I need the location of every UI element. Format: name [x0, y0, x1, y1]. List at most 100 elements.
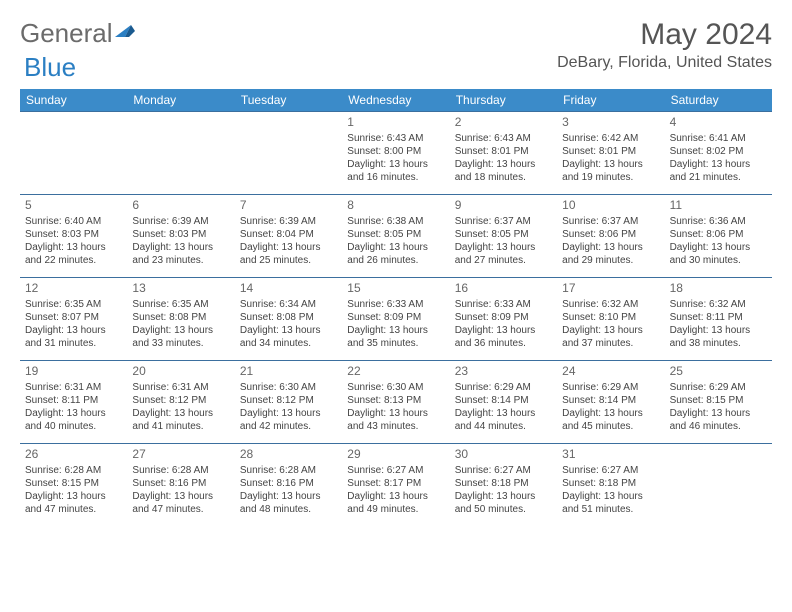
- day-number: 8: [347, 198, 444, 214]
- day-cell: 4Sunrise: 6:41 AMSunset: 8:02 PMDaylight…: [665, 112, 772, 194]
- day-info-line: Sunset: 8:09 PM: [347, 311, 444, 324]
- day-number: 30: [455, 447, 552, 463]
- day-info-line: and 50 minutes.: [455, 503, 552, 516]
- day-info-line: and 18 minutes.: [455, 171, 552, 184]
- day-info-line: Sunrise: 6:27 AM: [347, 464, 444, 477]
- day-number: 19: [25, 364, 122, 380]
- day-number: 20: [132, 364, 229, 380]
- day-info-line: Sunrise: 6:28 AM: [132, 464, 229, 477]
- day-info-line: Sunset: 8:07 PM: [25, 311, 122, 324]
- day-info-line: and 19 minutes.: [562, 171, 659, 184]
- day-cell: 17Sunrise: 6:32 AMSunset: 8:10 PMDayligh…: [557, 278, 664, 360]
- day-info-line: Daylight: 13 hours: [347, 241, 444, 254]
- day-info-line: Sunset: 8:14 PM: [562, 394, 659, 407]
- day-info-line: Sunset: 8:06 PM: [562, 228, 659, 241]
- week-row: 19Sunrise: 6:31 AMSunset: 8:11 PMDayligh…: [20, 360, 772, 443]
- weekday-tue: Tuesday: [235, 89, 342, 111]
- day-number: 28: [240, 447, 337, 463]
- day-info-line: Daylight: 13 hours: [240, 324, 337, 337]
- day-info-line: Daylight: 13 hours: [347, 158, 444, 171]
- day-number: 16: [455, 281, 552, 297]
- day-info-line: and 26 minutes.: [347, 254, 444, 267]
- day-cell: 19Sunrise: 6:31 AMSunset: 8:11 PMDayligh…: [20, 361, 127, 443]
- day-info-line: Sunrise: 6:29 AM: [562, 381, 659, 394]
- day-number: 17: [562, 281, 659, 297]
- day-cell: 6Sunrise: 6:39 AMSunset: 8:03 PMDaylight…: [127, 195, 234, 277]
- day-number: 14: [240, 281, 337, 297]
- day-cell: 8Sunrise: 6:38 AMSunset: 8:05 PMDaylight…: [342, 195, 449, 277]
- day-info-line: Daylight: 13 hours: [132, 241, 229, 254]
- day-info-line: Sunset: 8:03 PM: [132, 228, 229, 241]
- day-info-line: Sunrise: 6:29 AM: [670, 381, 767, 394]
- day-info-line: and 41 minutes.: [132, 420, 229, 433]
- day-cell: 12Sunrise: 6:35 AMSunset: 8:07 PMDayligh…: [20, 278, 127, 360]
- day-info-line: and 46 minutes.: [670, 420, 767, 433]
- logo: General: [20, 18, 139, 49]
- day-info-line: Daylight: 13 hours: [347, 407, 444, 420]
- day-info-line: and 44 minutes.: [455, 420, 552, 433]
- day-cell: 11Sunrise: 6:36 AMSunset: 8:06 PMDayligh…: [665, 195, 772, 277]
- day-info-line: and 16 minutes.: [347, 171, 444, 184]
- logo-text-1: General: [20, 18, 113, 49]
- day-info-line: Sunset: 8:02 PM: [670, 145, 767, 158]
- logo-text-2: Blue: [24, 52, 76, 83]
- day-info-line: Sunrise: 6:38 AM: [347, 215, 444, 228]
- day-info-line: Sunrise: 6:30 AM: [347, 381, 444, 394]
- day-info-line: and 48 minutes.: [240, 503, 337, 516]
- day-cell: 3Sunrise: 6:42 AMSunset: 8:01 PMDaylight…: [557, 112, 664, 194]
- day-info-line: Sunset: 8:06 PM: [670, 228, 767, 241]
- day-info-line: and 21 minutes.: [670, 171, 767, 184]
- day-info-line: and 40 minutes.: [25, 420, 122, 433]
- day-info-line: Sunrise: 6:32 AM: [670, 298, 767, 311]
- day-info-line: and 42 minutes.: [240, 420, 337, 433]
- day-info-line: Sunrise: 6:42 AM: [562, 132, 659, 145]
- day-info-line: Sunrise: 6:34 AM: [240, 298, 337, 311]
- day-info-line: and 34 minutes.: [240, 337, 337, 350]
- day-info-line: Sunset: 8:17 PM: [347, 477, 444, 490]
- day-info-line: Daylight: 13 hours: [562, 241, 659, 254]
- day-info-line: and 33 minutes.: [132, 337, 229, 350]
- day-cell: 29Sunrise: 6:27 AMSunset: 8:17 PMDayligh…: [342, 444, 449, 526]
- day-cell: [20, 112, 127, 194]
- calendar: Sunday Monday Tuesday Wednesday Thursday…: [20, 89, 772, 526]
- day-info-line: Daylight: 13 hours: [455, 324, 552, 337]
- day-info-line: Sunrise: 6:27 AM: [455, 464, 552, 477]
- day-info-line: Sunset: 8:08 PM: [132, 311, 229, 324]
- day-cell: 2Sunrise: 6:43 AMSunset: 8:01 PMDaylight…: [450, 112, 557, 194]
- day-info-line: Daylight: 13 hours: [25, 490, 122, 503]
- day-info-line: Daylight: 13 hours: [670, 241, 767, 254]
- day-info-line: Sunset: 8:15 PM: [670, 394, 767, 407]
- title-block: May 2024 DeBary, Florida, United States: [557, 18, 772, 72]
- day-info-line: Sunrise: 6:43 AM: [455, 132, 552, 145]
- day-number: 29: [347, 447, 444, 463]
- day-info-line: Daylight: 13 hours: [670, 324, 767, 337]
- day-number: 23: [455, 364, 552, 380]
- day-cell: 1Sunrise: 6:43 AMSunset: 8:00 PMDaylight…: [342, 112, 449, 194]
- weekday-sat: Saturday: [665, 89, 772, 111]
- flag-icon: [115, 21, 137, 46]
- month-title: May 2024: [557, 18, 772, 52]
- day-info-line: and 43 minutes.: [347, 420, 444, 433]
- day-info-line: Sunrise: 6:33 AM: [347, 298, 444, 311]
- day-info-line: and 23 minutes.: [132, 254, 229, 267]
- day-info-line: and 27 minutes.: [455, 254, 552, 267]
- day-info-line: Sunrise: 6:37 AM: [562, 215, 659, 228]
- day-info-line: Daylight: 13 hours: [25, 324, 122, 337]
- day-info-line: Sunset: 8:12 PM: [132, 394, 229, 407]
- day-info-line: Sunrise: 6:28 AM: [25, 464, 122, 477]
- weekday-thu: Thursday: [450, 89, 557, 111]
- day-info-line: Sunrise: 6:35 AM: [132, 298, 229, 311]
- day-info-line: Sunset: 8:18 PM: [562, 477, 659, 490]
- day-info-line: Daylight: 13 hours: [670, 407, 767, 420]
- day-info-line: Sunset: 8:01 PM: [455, 145, 552, 158]
- day-cell: 22Sunrise: 6:30 AMSunset: 8:13 PMDayligh…: [342, 361, 449, 443]
- day-number: 24: [562, 364, 659, 380]
- day-info-line: Daylight: 13 hours: [562, 324, 659, 337]
- day-info-line: Sunrise: 6:30 AM: [240, 381, 337, 394]
- day-info-line: Sunset: 8:04 PM: [240, 228, 337, 241]
- day-cell: 10Sunrise: 6:37 AMSunset: 8:06 PMDayligh…: [557, 195, 664, 277]
- day-number: 3: [562, 115, 659, 131]
- day-info-line: Sunrise: 6:32 AM: [562, 298, 659, 311]
- day-cell: 7Sunrise: 6:39 AMSunset: 8:04 PMDaylight…: [235, 195, 342, 277]
- day-cell: [127, 112, 234, 194]
